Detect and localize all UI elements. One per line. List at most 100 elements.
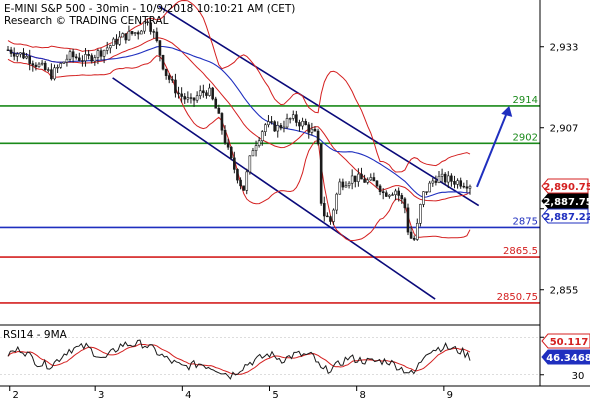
- candle: [257, 137, 261, 148]
- price-panel: 2914290228752865.52850.752,9332,9072,881…: [0, 0, 590, 304]
- candle-body: [68, 51, 72, 60]
- candle-body: [239, 179, 242, 187]
- candle: [211, 86, 214, 101]
- candle: [16, 52, 19, 62]
- candle: [245, 168, 249, 195]
- candle: [375, 180, 379, 189]
- candle: [43, 60, 47, 71]
- candle-body: [31, 63, 35, 66]
- candle: [164, 68, 168, 80]
- candle: [158, 40, 162, 62]
- candle-body: [384, 192, 388, 197]
- candle-body: [450, 175, 453, 182]
- candle: [431, 177, 435, 187]
- candle: [183, 93, 187, 104]
- candle-body: [400, 195, 404, 200]
- candle-body: [462, 185, 466, 188]
- candle-body: [260, 131, 264, 142]
- candle-body: [419, 204, 422, 224]
- candle: [437, 171, 441, 184]
- candle-body: [65, 58, 69, 63]
- candle: [220, 112, 224, 135]
- candle: [353, 175, 357, 188]
- candle: [140, 29, 143, 35]
- candle-body: [161, 54, 165, 70]
- candle: [357, 168, 360, 187]
- candle-body: [363, 178, 366, 183]
- price-tag-text: 2,887.22: [543, 212, 590, 223]
- candle: [99, 48, 103, 61]
- candle: [338, 178, 342, 195]
- candle-body: [6, 49, 10, 51]
- candle-body: [152, 31, 156, 33]
- candle: [81, 55, 84, 67]
- candle-body: [183, 96, 187, 100]
- candle-body: [84, 54, 87, 62]
- candle-body: [446, 175, 450, 183]
- candle-body: [37, 63, 41, 67]
- price-tag-box: [541, 178, 589, 194]
- candle-body: [109, 45, 112, 49]
- candle-body: [431, 180, 435, 184]
- candle: [59, 62, 63, 69]
- candle: [171, 75, 174, 83]
- candle-body: [205, 92, 208, 96]
- rsi-title: RSI14 - 9MA: [3, 329, 68, 341]
- price-tag-text: 2,887.75: [543, 197, 590, 208]
- candles: [6, 17, 472, 242]
- candle-body: [291, 114, 295, 119]
- x-tick-label: 3: [98, 390, 104, 400]
- candle-body: [25, 56, 28, 59]
- candle: [130, 31, 134, 36]
- candle-body: [105, 47, 109, 51]
- candle-body: [174, 79, 177, 94]
- level-label-4: 2850.75: [497, 292, 538, 303]
- candle-body: [304, 121, 307, 126]
- bollinger-lower-band: [7, 55, 471, 242]
- candle: [285, 113, 289, 129]
- x-tick-label: 4: [185, 390, 191, 400]
- candle: [143, 21, 146, 34]
- candle: [223, 125, 227, 145]
- candle: [177, 86, 180, 99]
- candle-body: [468, 186, 472, 189]
- candle: [155, 27, 159, 43]
- bollinger-middle-band: [7, 37, 471, 202]
- candle-body: [248, 155, 252, 173]
- candle: [208, 83, 211, 97]
- candle: [363, 174, 366, 183]
- candle-body: [465, 186, 469, 189]
- candle-body: [146, 21, 149, 24]
- candle-body: [437, 175, 441, 183]
- candle: [31, 60, 35, 72]
- candle: [415, 218, 419, 241]
- candle: [12, 47, 16, 61]
- candle: [326, 212, 329, 218]
- candle: [37, 62, 41, 68]
- candle: [329, 215, 332, 225]
- candle: [124, 33, 128, 44]
- candle: [350, 169, 354, 190]
- candle-body: [415, 222, 419, 240]
- candle-body: [220, 113, 224, 131]
- candle-body: [167, 75, 171, 80]
- candle: [6, 46, 10, 51]
- candle-body: [158, 40, 162, 56]
- chart-title: E-MINI S&P 500 - 30min - 10/9/2018 10:10…: [4, 3, 295, 15]
- candle-body: [388, 194, 391, 197]
- candle-body: [87, 54, 90, 56]
- candle: [109, 44, 112, 54]
- candle-body: [298, 122, 301, 127]
- candle-body: [279, 125, 283, 129]
- candle: [19, 52, 22, 58]
- candle-body: [198, 90, 202, 97]
- candle-body: [192, 97, 196, 101]
- candle-body: [270, 121, 273, 123]
- candle: [313, 126, 317, 132]
- candle: [400, 192, 404, 204]
- rsi-tag-box: [541, 349, 590, 365]
- candle: [56, 64, 59, 74]
- bollinger-upper-band: [7, 0, 471, 173]
